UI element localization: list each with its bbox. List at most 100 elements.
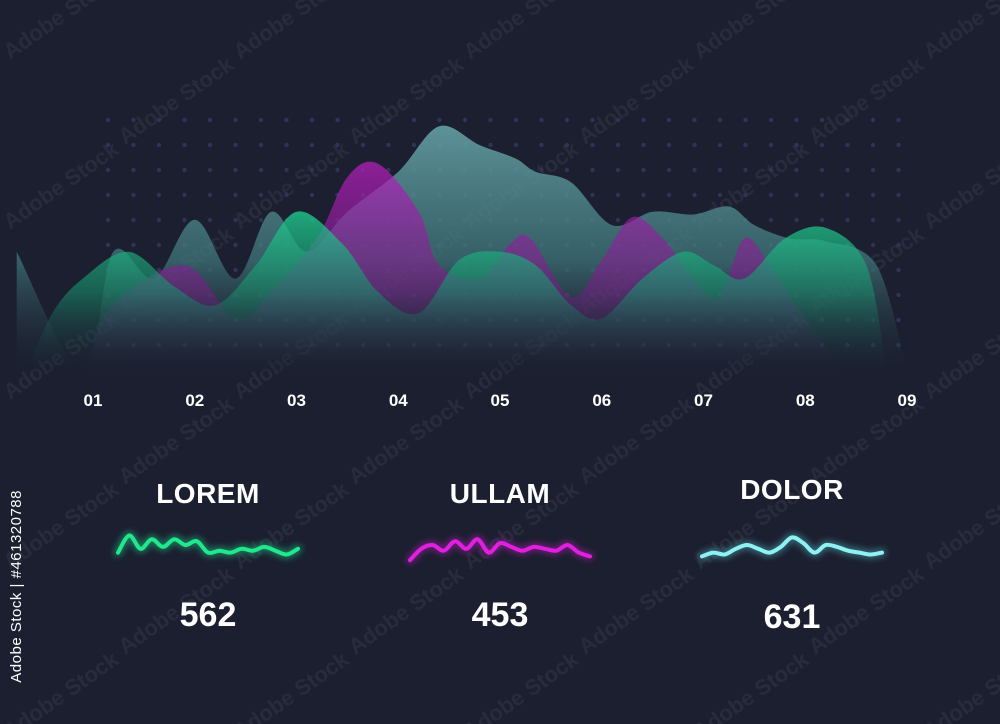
grid-dot	[233, 117, 238, 123]
grid-dot	[615, 142, 621, 148]
grid-dot	[258, 167, 264, 173]
grid-dot	[309, 117, 315, 123]
grid-dot	[182, 117, 187, 123]
watermark-text: Adobe Stock	[459, 0, 584, 64]
grid-dot	[743, 142, 748, 148]
watermark-text: Adobe Stock	[229, 0, 354, 64]
legend-value: 631	[763, 598, 821, 636]
grid-dot	[641, 167, 646, 173]
grid-dot	[258, 117, 264, 123]
grid-dot	[207, 167, 213, 173]
watermark-text: Adobe Stock	[919, 0, 1000, 64]
grid-dot	[309, 167, 315, 173]
grid-dot	[105, 167, 111, 173]
watermark-text: Adobe Stock	[0, 136, 124, 234]
grid-dot	[182, 192, 187, 198]
grid-dot	[768, 167, 774, 173]
watermark-text: Adobe Stock	[0, 0, 124, 64]
grid-dot	[335, 142, 340, 148]
grid-dot	[896, 192, 901, 198]
grid-dot	[233, 167, 238, 173]
grid-dot	[233, 192, 238, 198]
series-layer	[16, 125, 907, 372]
grid-dot	[156, 142, 162, 148]
grid-dot	[641, 117, 646, 123]
watermark-text: Adobe Stock	[459, 646, 584, 724]
grid-dot	[896, 292, 901, 298]
grid-dot	[411, 142, 417, 148]
grid-dot	[692, 142, 697, 148]
grid-dot	[845, 167, 850, 173]
grid-dot	[284, 192, 289, 198]
legend-card-ullam: ULLAM 453	[380, 478, 620, 635]
grid-dot	[870, 242, 876, 248]
grid-dot	[590, 192, 595, 198]
sparkline-dolor	[698, 533, 886, 561]
grid-dot	[870, 192, 876, 198]
watermark-text: Adobe Stock	[574, 51, 699, 149]
grid-dot	[819, 192, 825, 198]
legend-card-dolor: DOLOR 631	[672, 474, 912, 637]
x-tick-label: 01	[84, 391, 103, 410]
grid-dot	[207, 117, 213, 123]
grid-dot	[207, 217, 213, 223]
grid-dot	[513, 142, 519, 148]
grid-dot	[819, 217, 825, 223]
grid-dot	[896, 267, 901, 273]
grid-dot	[105, 242, 111, 248]
grid-dot	[131, 142, 136, 148]
grid-dot	[156, 217, 162, 223]
watermark-text: Adobe Stock	[114, 51, 239, 149]
series-area-green	[26, 211, 887, 372]
grid-dot	[105, 192, 111, 198]
legend-value: 453	[471, 596, 529, 634]
grid-dot	[819, 167, 825, 173]
watermark-text: Adobe Stock	[229, 646, 354, 724]
grid-dot	[309, 192, 315, 198]
sparkline-lorem	[114, 531, 302, 559]
grid-dot	[462, 117, 468, 123]
grid-dot	[845, 142, 850, 148]
grid-dot	[105, 217, 111, 223]
watermark-text: Adobe Stock	[919, 306, 1000, 404]
grid-dot	[896, 167, 901, 173]
grid-dot	[845, 192, 850, 198]
watermark-text: Adobe Stock	[919, 646, 1000, 724]
grid-dot	[156, 242, 162, 248]
stock-credit: Adobe Stock | #461320788	[8, 490, 25, 683]
grid-dot	[131, 242, 136, 248]
grid-dot	[564, 167, 570, 173]
legend-card-lorem: LOREM 562	[88, 478, 328, 635]
grid-dot	[207, 192, 213, 198]
grid-dot	[182, 167, 187, 173]
grid-dot	[284, 142, 289, 148]
legend-value: 562	[179, 596, 237, 634]
grid-dot	[360, 117, 366, 123]
watermark-text: Adobe Stock	[804, 51, 929, 149]
grid-dot	[870, 142, 876, 148]
grid-dot	[743, 117, 748, 123]
grid-dot	[743, 167, 748, 173]
grid-dot	[794, 192, 799, 198]
grid-dot	[156, 192, 162, 198]
grid-dot	[768, 117, 774, 123]
grid-dot	[284, 167, 289, 173]
grid-dot	[692, 192, 697, 198]
grid-dot	[666, 167, 672, 173]
watermark-text: Adobe Stock	[689, 0, 814, 64]
sparkline-ullam	[406, 535, 594, 565]
grid-dot	[386, 117, 391, 123]
x-tick-label: 02	[185, 391, 204, 410]
grid-dot	[870, 167, 876, 173]
grid-dot	[539, 142, 544, 148]
grid-dot	[666, 117, 672, 123]
grid-dot	[794, 217, 799, 223]
grid-dot	[564, 142, 570, 148]
grid-dot	[717, 117, 723, 123]
grid-dot	[156, 117, 162, 123]
x-tick-label: 04	[389, 391, 408, 410]
grid-dot	[564, 117, 570, 123]
grid-dot	[386, 142, 391, 148]
grid-dot	[360, 142, 366, 148]
